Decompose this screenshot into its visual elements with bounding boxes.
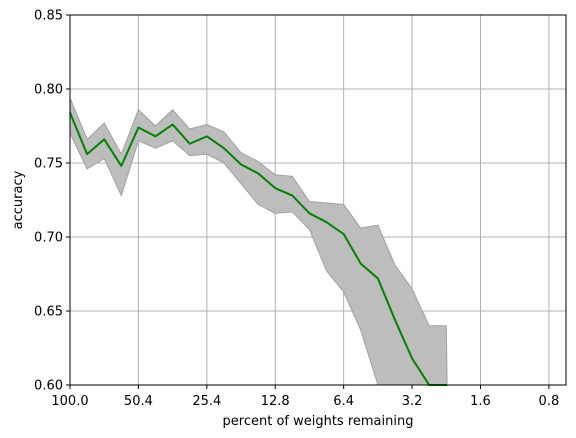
x-tick-label: 25.4: [192, 394, 221, 409]
x-tick-label: 100.0: [51, 394, 88, 409]
y-tick-label: 0.70: [34, 231, 63, 246]
series-line: [69, 112, 448, 386]
x-axis-ticks: 100.0 50.4 25.4 12.8 6.4 3.2 1.6 0.8: [51, 385, 559, 409]
x-axis-label: percent of weights remaining: [223, 414, 414, 429]
y-axis-ticks: 0.60 0.65 0.70 0.75 0.80 0.85: [34, 9, 70, 394]
confidence-band-area: [69, 97, 448, 386]
x-tick-label: 12.8: [261, 394, 290, 409]
x-tick-label: 1.6: [470, 394, 491, 409]
x-tick-label: 0.8: [539, 394, 560, 409]
y-axis-label: accuracy: [11, 170, 26, 229]
plot-frame: [69, 14, 567, 386]
y-tick-label: 0.75: [34, 157, 63, 172]
x-tick-label: 50.4: [124, 394, 153, 409]
y-tick-label: 0.65: [34, 305, 63, 320]
x-tick-label: 6.4: [333, 394, 354, 409]
x-tick-label: 3.2: [402, 394, 423, 409]
grid: [69, 14, 566, 386]
y-tick-label: 0.80: [34, 83, 63, 98]
confidence-band: [69, 97, 448, 386]
y-tick-label: 0.60: [34, 379, 63, 394]
y-tick-label: 0.85: [34, 9, 63, 24]
series-line-layer: [69, 112, 448, 386]
